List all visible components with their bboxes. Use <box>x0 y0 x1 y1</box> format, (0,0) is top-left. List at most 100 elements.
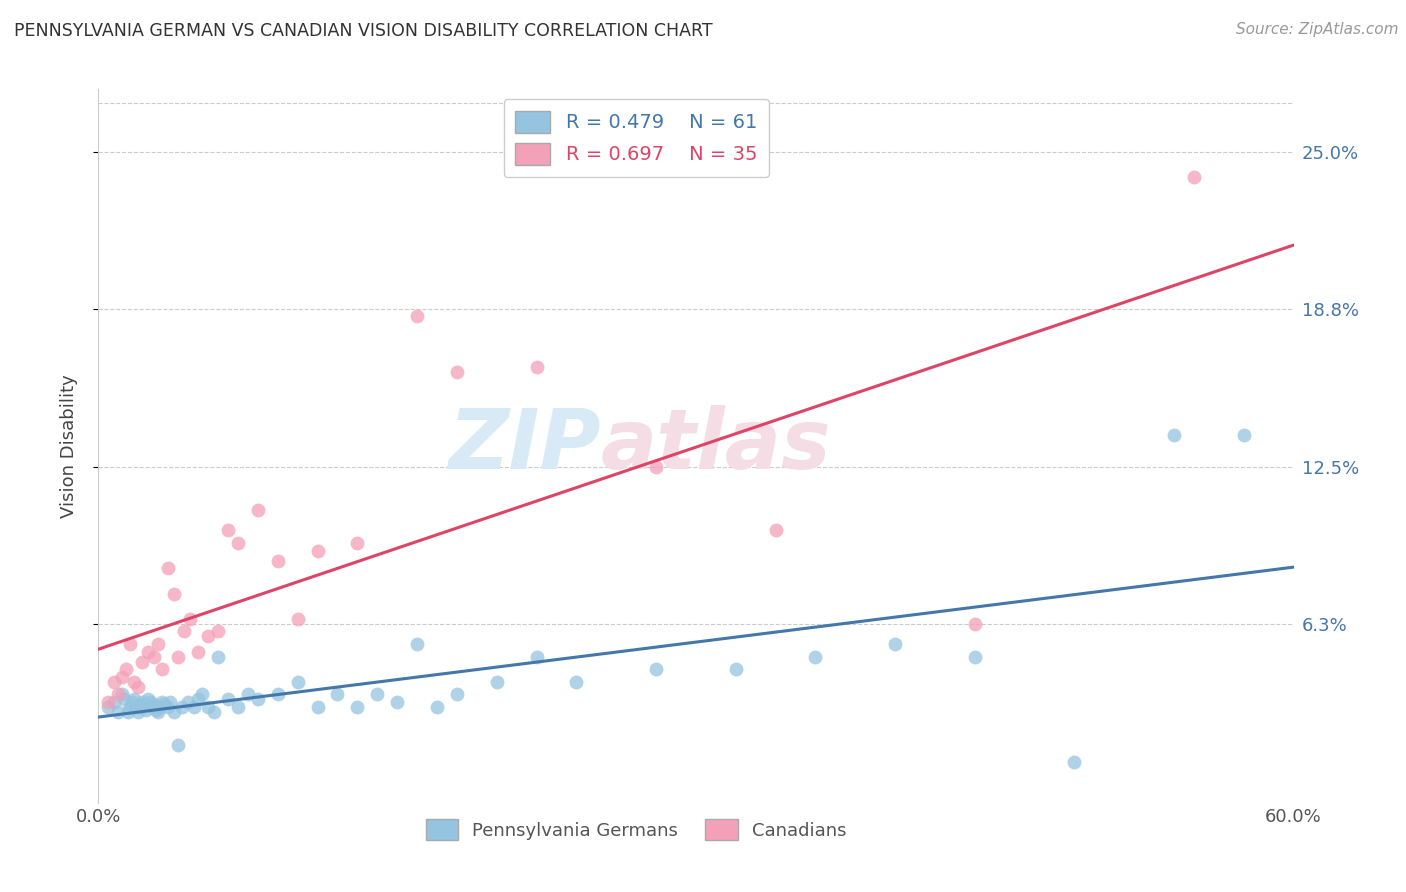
Point <box>148 705 170 719</box>
Point <box>1182 170 1205 185</box>
Point <box>804 649 827 664</box>
Point <box>217 524 239 538</box>
Point <box>124 692 146 706</box>
Point <box>167 649 190 664</box>
Point <box>963 616 986 631</box>
Point <box>97 695 120 709</box>
Point <box>179 612 201 626</box>
Point <box>446 687 468 701</box>
Point <box>485 674 508 689</box>
Point <box>287 612 309 626</box>
Point <box>143 698 166 712</box>
Point <box>125 700 148 714</box>
Point <box>307 700 329 714</box>
Point <box>446 365 468 379</box>
Point <box>120 700 142 714</box>
Point <box>172 700 194 714</box>
Point <box>107 687 129 701</box>
Text: ZIP: ZIP <box>447 406 600 486</box>
Legend: Pennsylvania Germans, Canadians: Pennsylvania Germans, Canadians <box>419 812 853 847</box>
Point <box>1233 427 1256 442</box>
Point <box>202 705 225 719</box>
Point <box>136 644 159 658</box>
Text: atlas: atlas <box>600 406 831 486</box>
Point <box>346 536 368 550</box>
Point <box>127 705 149 719</box>
Point <box>385 695 409 709</box>
Point <box>167 738 190 752</box>
Point <box>526 359 548 374</box>
Point <box>120 637 142 651</box>
Point <box>406 637 429 651</box>
Point <box>207 649 229 664</box>
Point <box>124 674 146 689</box>
Point <box>150 662 173 676</box>
Point <box>884 637 907 651</box>
Point <box>117 705 139 719</box>
Point <box>191 687 214 701</box>
Point <box>207 624 229 639</box>
Point <box>645 662 668 676</box>
Point <box>346 700 368 714</box>
Point <box>267 554 290 568</box>
Point <box>145 702 167 716</box>
Point <box>526 649 548 664</box>
Point <box>226 700 249 714</box>
Point <box>157 561 180 575</box>
Text: PENNSYLVANIA GERMAN VS CANADIAN VISION DISABILITY CORRELATION CHART: PENNSYLVANIA GERMAN VS CANADIAN VISION D… <box>14 22 713 40</box>
Point <box>131 695 153 709</box>
Point <box>134 698 156 712</box>
Point <box>226 536 249 550</box>
Point <box>159 695 181 709</box>
Point <box>121 695 143 709</box>
Y-axis label: Vision Disability: Vision Disability <box>59 374 77 518</box>
Point <box>217 692 239 706</box>
Point <box>197 700 219 714</box>
Point <box>246 503 269 517</box>
Point <box>1163 427 1185 442</box>
Point <box>115 662 138 676</box>
Point <box>149 700 172 714</box>
Point <box>163 586 186 600</box>
Point <box>148 637 170 651</box>
Point <box>183 700 205 714</box>
Point <box>97 700 120 714</box>
Point <box>197 629 219 643</box>
Point <box>307 543 329 558</box>
Point <box>187 644 209 658</box>
Point <box>103 695 125 709</box>
Point <box>141 700 163 714</box>
Point <box>963 649 986 664</box>
Point <box>287 674 309 689</box>
Point <box>136 692 159 706</box>
Point <box>187 692 209 706</box>
Point <box>153 698 176 712</box>
Point <box>111 687 134 701</box>
Point <box>246 692 269 706</box>
Point <box>765 524 787 538</box>
Point <box>129 700 152 714</box>
Point <box>112 692 135 706</box>
Point <box>107 705 129 719</box>
Point <box>131 655 153 669</box>
Point <box>406 309 429 323</box>
Point <box>139 695 162 709</box>
Point <box>111 670 134 684</box>
Point <box>724 662 747 676</box>
Point <box>157 700 180 714</box>
Point <box>150 695 173 709</box>
Point <box>366 687 388 701</box>
Point <box>163 705 186 719</box>
Point <box>645 460 668 475</box>
Point <box>1063 756 1085 770</box>
Point <box>173 624 195 639</box>
Point <box>103 674 125 689</box>
Point <box>143 649 166 664</box>
Point <box>267 687 290 701</box>
Point <box>177 695 200 709</box>
Point <box>565 674 588 689</box>
Point <box>236 687 259 701</box>
Point <box>127 680 149 694</box>
Point <box>426 700 449 714</box>
Point <box>135 702 157 716</box>
